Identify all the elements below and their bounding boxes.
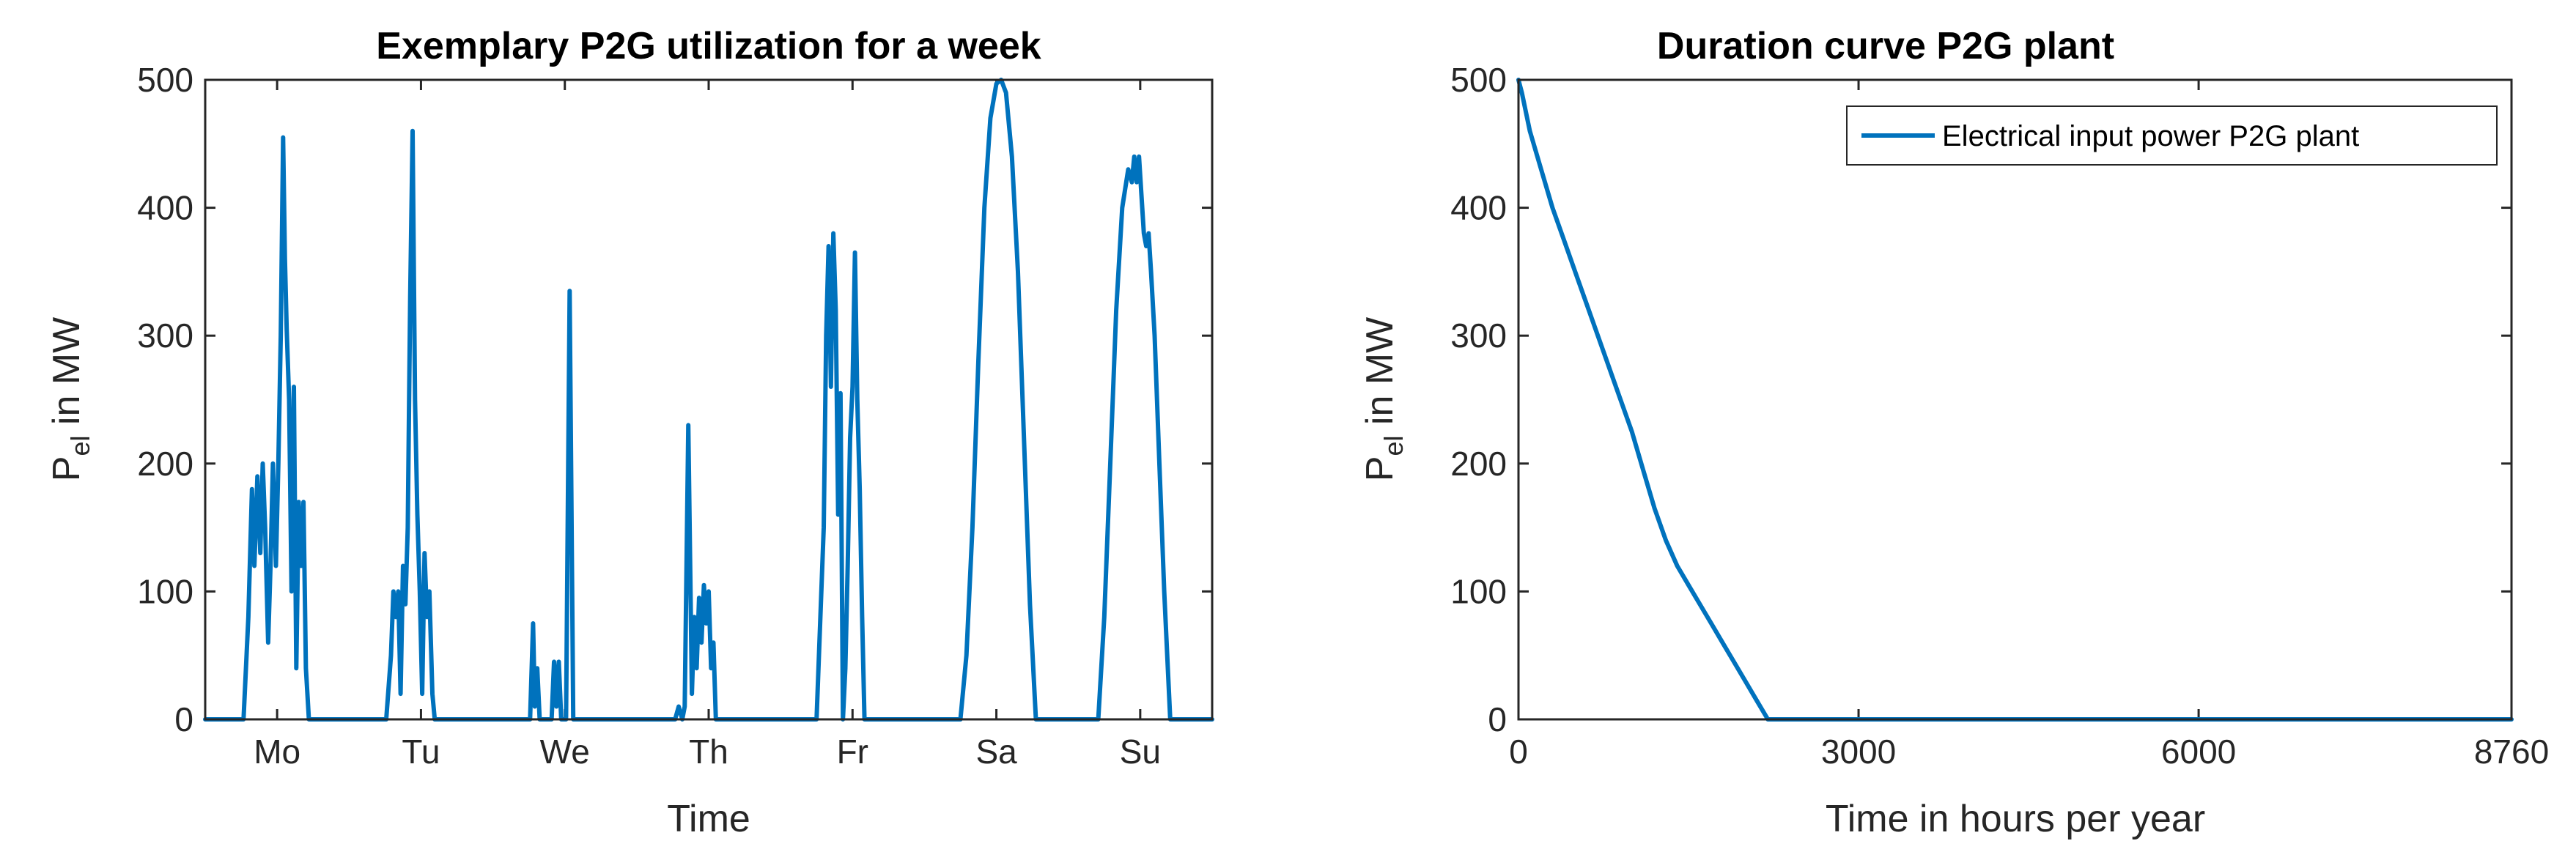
x-tick-label: 0 [1509,733,1528,771]
x-axis-label: Time [667,798,750,840]
y-tick-label: 0 [1488,700,1507,738]
chart-title: Duration curve P2G plant [1657,25,2114,67]
y-axis-label-base: P [1359,456,1401,482]
x-tick-labels: Mo Tu We Th Fr Sa Su [254,80,1161,771]
legend-box [1846,105,2498,166]
x-axis-label: Time in hours per year [1826,798,2205,840]
x-tick-label: Sa [975,733,1017,771]
x-tick-label: 3000 [1821,733,1896,771]
legend-entry-label: Electrical input power P2G plant [1942,120,2359,152]
x-tick-label: Fr [837,733,868,771]
x-tick-label: 6000 [2161,733,2236,771]
chart-title: Exemplary P2G utilization for a week [376,25,1041,67]
y-tick-label: 0 [174,700,193,738]
y-tick-label: 300 [137,316,193,355]
y-tick-label: 400 [1450,189,1507,227]
x-tick-label: Su [1120,733,1161,771]
plot-area-frame [1517,78,2513,721]
x-tick-label: Mo [254,733,300,771]
series-layer [1516,78,2514,722]
y-tick-label: 300 [1450,316,1507,355]
y-tick-labels: 0 100 200 300 400 500 [137,61,1212,738]
y-tick-label: 500 [1450,61,1507,99]
y-tick-label: 200 [1450,445,1507,483]
plot-area-frame [204,78,1214,721]
x-tick-label: We [540,733,590,771]
y-tick-label: 400 [137,189,193,227]
x-tick-label: Th [689,733,728,771]
y-axis-label: Pel in MW [1359,317,1409,481]
x-tick-label: 8760 [2474,733,2549,771]
y-tick-labels: 0 100 200 300 400 500 [1450,61,2512,738]
y-axis-label-subscript: el [65,436,95,456]
y-axis-label-unit: in MW [1359,317,1401,436]
series-line [1516,78,2514,722]
legend: Electrical input power P2G plant [1846,105,2498,166]
y-tick-label: 100 [137,572,193,610]
series-line [203,78,1214,722]
weekly-utilization-chart: Exemplary P2G utilization for a week 0 10… [45,25,1214,840]
y-axis-label-base: P [45,456,88,482]
y-axis-label-unit: in MW [45,317,88,436]
y-axis-label-subscript: el [1379,436,1409,456]
duration-curve-chart: Duration curve P2G plant 0 100 200 300 400 50… [1359,25,2549,840]
y-tick-label: 100 [1450,572,1507,610]
y-tick-label: 200 [137,445,193,483]
y-tick-label: 500 [137,61,193,99]
x-tick-label: Tu [402,733,440,771]
y-axis-label: Pel in MW [45,317,95,481]
series-layer [203,78,1214,722]
